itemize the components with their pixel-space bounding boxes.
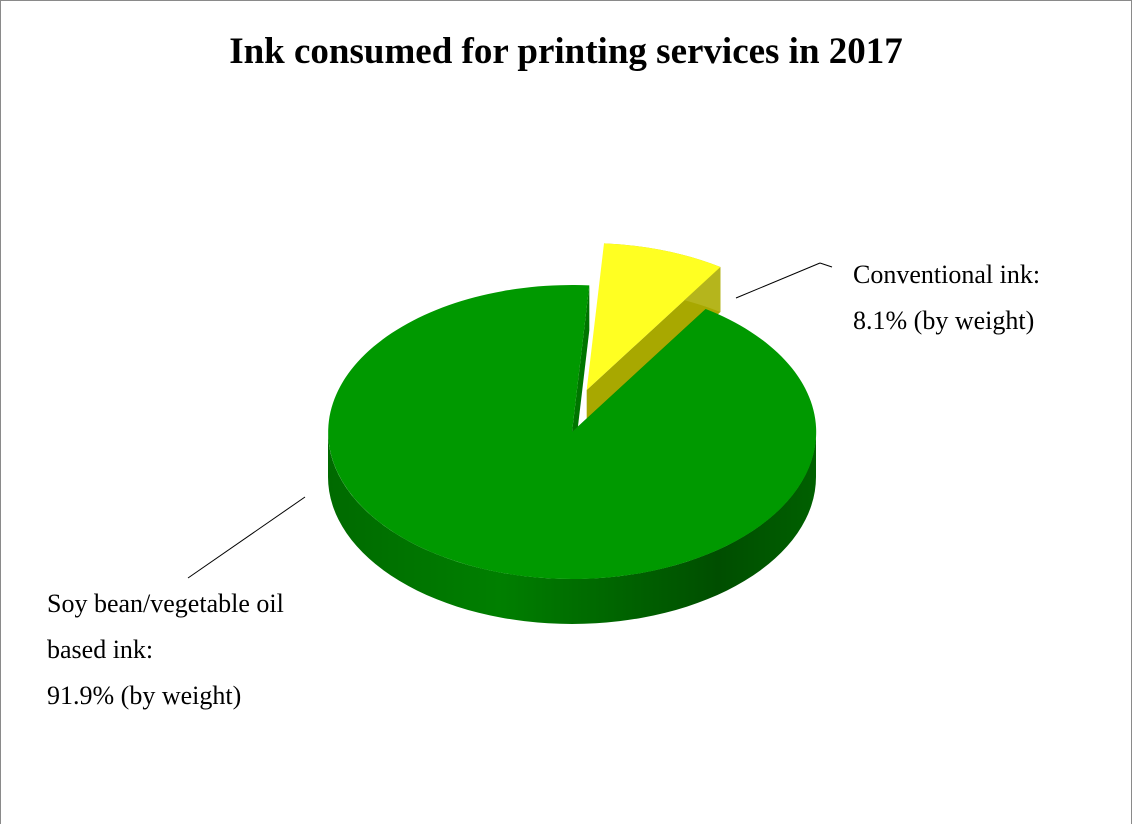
slice-label-soy-value: 91.9% (by weight) [47,681,242,710]
pie-slice-soy [328,285,817,580]
pie-slice-conventional [586,243,721,390]
chart-title: Ink consumed for printing services in 20… [229,31,903,72]
slice-label-conventional: Conventional ink: 8.1% (by weight) [853,252,1040,344]
pie-slice-soy-side [328,432,816,624]
leader-line-conventional-tick [819,262,833,268]
leader-line-soy [187,496,306,579]
slice-label-soy-name-2: based ink: [47,635,154,664]
slice-label-soy: Soy bean/vegetable oil based ink: 91.9% … [47,581,284,719]
leader-line-conventional [735,262,821,299]
slice-label-conventional-name: Conventional ink: [853,260,1041,289]
slice-label-soy-name-1: Soy bean/vegetable oil [47,589,284,618]
slice-label-conventional-value: 8.1% (by weight) [853,306,1035,335]
